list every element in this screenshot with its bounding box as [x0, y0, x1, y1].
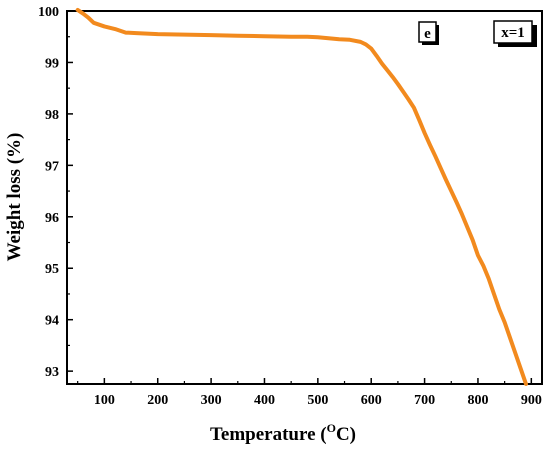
- x-tick-label: 500: [307, 393, 328, 408]
- y-tick-label: 93: [45, 365, 59, 380]
- y-tick-label: 100: [38, 5, 59, 20]
- legend-label: x=1: [501, 25, 525, 41]
- y-tick-label: 95: [45, 262, 59, 277]
- x-tick-label: 700: [414, 393, 435, 408]
- y-tick-label: 96: [45, 211, 59, 226]
- x-axis-title-main: Temperature (: [210, 424, 327, 445]
- x-axis-title-end: C): [336, 424, 356, 445]
- x-tick-label: 100: [94, 393, 115, 408]
- x-axis-title: Temperature (OC): [210, 421, 356, 445]
- x-axis-title-sup: O: [327, 421, 336, 435]
- y-tick-label: 99: [45, 56, 59, 71]
- x-tick-label: 300: [201, 393, 222, 408]
- x-tick-label: 900: [521, 393, 542, 408]
- x-tick-label: 600: [361, 393, 382, 408]
- x-axis-ticks: 100 200 300 400 500 600 700 800 900: [77, 378, 542, 408]
- y-tick-label: 98: [45, 108, 59, 123]
- panel-label-box: e: [418, 21, 439, 45]
- y-axis-title: Weight loss (%): [4, 133, 25, 262]
- series-group: [75, 7, 528, 386]
- series-line: [75, 7, 528, 386]
- legend-label-box: x=1: [493, 20, 537, 47]
- panel-label: e: [424, 26, 431, 42]
- y-tick-label: 97: [45, 159, 59, 174]
- x-tick-label: 200: [147, 393, 168, 408]
- y-tick-label: 94: [45, 314, 59, 329]
- x-tick-label: 800: [467, 393, 488, 408]
- y-axis-ticks: 93 94 95 96 97 98 99 100: [38, 5, 73, 380]
- x-tick-label: 400: [254, 393, 275, 408]
- plot-frame: [66, 10, 543, 385]
